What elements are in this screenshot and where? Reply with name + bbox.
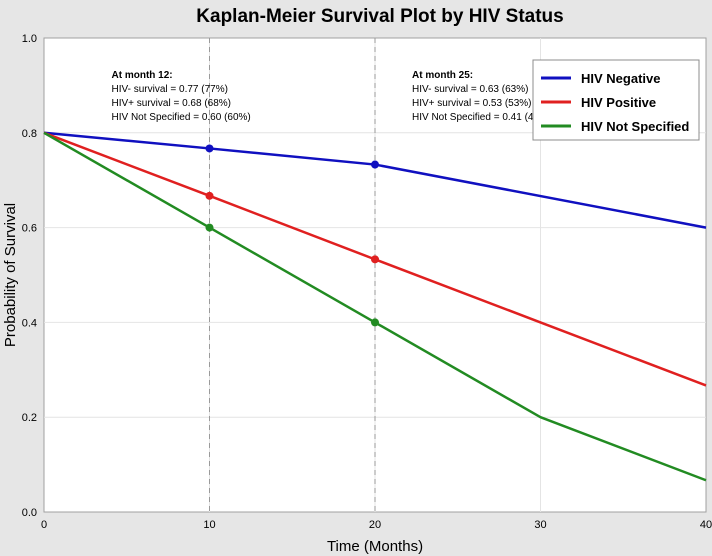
series-marker bbox=[371, 160, 379, 169]
x-axis-label: Time (Months) bbox=[327, 538, 423, 555]
tick-layer: 0.0 0.2 0.4 0.6 0.8 1.0 0 10 20 30 40 bbox=[22, 33, 712, 531]
x-tick-label: 10 bbox=[203, 519, 215, 531]
series-marker bbox=[205, 191, 214, 200]
annotation-line: HIV- survival = 0.77 (77%) bbox=[112, 84, 228, 95]
legend-label: HIV Positive bbox=[581, 95, 656, 110]
series-marker bbox=[371, 318, 379, 327]
annotation-line: HIV Not Specified = 0.60 (60%) bbox=[112, 112, 251, 123]
y-tick-label: 0.4 bbox=[22, 317, 37, 329]
annotation-line: HIV Not Specified = 0.41 (41%) bbox=[412, 112, 551, 123]
legend-label: HIV Negative bbox=[581, 71, 660, 86]
y-tick-label: 0.8 bbox=[22, 128, 37, 140]
y-tick-label: 0.6 bbox=[22, 223, 37, 235]
legend-label: HIV Not Specified bbox=[581, 119, 689, 134]
y-axis-label: Probability of Survival bbox=[2, 203, 19, 347]
reference-lines bbox=[209, 38, 376, 512]
annotation-heading: At month 25: bbox=[412, 70, 473, 81]
series-marker bbox=[371, 255, 379, 264]
series-layer bbox=[43, 131, 707, 482]
y-tick-label: 0.0 bbox=[22, 507, 37, 519]
x-tick-label: 40 bbox=[700, 519, 712, 531]
x-tick-label: 30 bbox=[534, 519, 546, 531]
x-tick-label: 20 bbox=[369, 519, 381, 531]
annotation-line: HIV+ survival = 0.68 (68%) bbox=[112, 98, 232, 109]
annotation-heading: At month 12: bbox=[112, 70, 173, 81]
x-tick-label: 0 bbox=[41, 519, 47, 531]
series-marker bbox=[205, 223, 214, 232]
legend: HIV Negative HIV Positive HIV Not Specifie… bbox=[532, 59, 700, 141]
annotation-line: HIV- survival = 0.63 (63%) bbox=[412, 84, 528, 95]
series-marker bbox=[205, 144, 214, 153]
y-tick-label: 0.2 bbox=[22, 412, 37, 424]
annotation-line: HIV+ survival = 0.53 (53%) bbox=[412, 98, 532, 109]
chart-title: Kaplan-Meier Survival Plot by HIV Status bbox=[196, 6, 563, 27]
y-tick-label: 1.0 bbox=[22, 33, 37, 45]
annotation-layer: At month 12: HIV- survival = 0.77 (77%) HI… bbox=[112, 70, 552, 123]
series-line-0 bbox=[43, 131, 707, 229]
